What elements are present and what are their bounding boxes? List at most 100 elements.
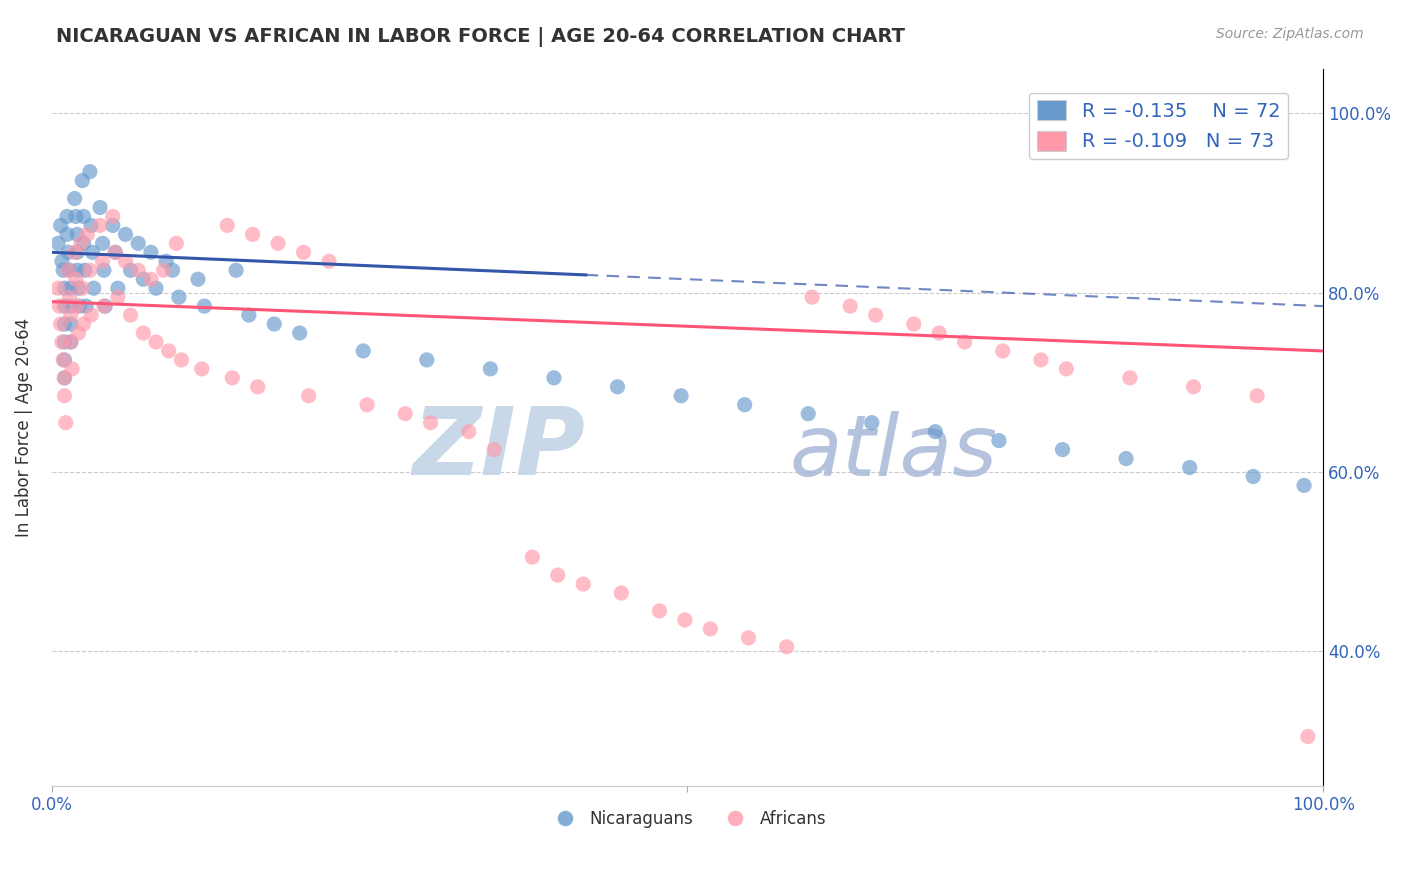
Point	[120, 263, 142, 277]
Point	[1241, 469, 1264, 483]
Point	[547, 568, 569, 582]
Point	[82, 245, 104, 260]
Point	[67, 326, 90, 340]
Point	[58, 290, 80, 304]
Point	[699, 622, 721, 636]
Point	[1182, 380, 1205, 394]
Point	[58, 245, 80, 260]
Point	[167, 290, 190, 304]
Point	[69, 299, 91, 313]
Point	[238, 308, 260, 322]
Point	[187, 272, 209, 286]
Point	[162, 263, 184, 277]
Point	[93, 299, 115, 313]
Point	[93, 263, 115, 277]
Point	[59, 334, 82, 349]
Point	[1115, 451, 1137, 466]
Point	[352, 343, 374, 358]
Point	[65, 210, 87, 224]
Point	[139, 245, 162, 260]
Point	[55, 416, 77, 430]
Point	[59, 334, 82, 349]
Point	[225, 263, 247, 277]
Point	[543, 371, 565, 385]
Point	[80, 308, 103, 322]
Point	[648, 604, 671, 618]
Point	[58, 263, 80, 277]
Point	[51, 254, 73, 268]
Point	[991, 343, 1014, 358]
Point	[1246, 389, 1268, 403]
Point	[860, 416, 883, 430]
Point	[457, 425, 479, 439]
Text: Source: ZipAtlas.com: Source: ZipAtlas.com	[1216, 27, 1364, 41]
Point	[1296, 730, 1319, 744]
Point	[246, 380, 269, 394]
Point	[107, 290, 129, 304]
Point	[170, 352, 193, 367]
Point	[572, 577, 595, 591]
Point	[46, 236, 69, 251]
Point	[91, 236, 114, 251]
Point	[155, 254, 177, 268]
Point	[101, 210, 124, 224]
Point	[839, 299, 862, 313]
Point	[394, 407, 416, 421]
Point	[53, 281, 76, 295]
Point	[107, 281, 129, 295]
Point	[292, 245, 315, 260]
Point	[70, 236, 93, 251]
Y-axis label: In Labor Force | Age 20-64: In Labor Force | Age 20-64	[15, 318, 32, 537]
Point	[165, 236, 187, 251]
Point	[72, 317, 94, 331]
Point	[114, 254, 136, 268]
Point	[72, 210, 94, 224]
Point	[80, 219, 103, 233]
Point	[221, 371, 243, 385]
Point	[953, 334, 976, 349]
Point	[66, 245, 89, 260]
Point	[75, 299, 97, 313]
Point	[72, 236, 94, 251]
Point	[63, 245, 86, 260]
Point	[193, 299, 215, 313]
Point	[59, 281, 82, 295]
Point	[1178, 460, 1201, 475]
Point	[53, 317, 76, 331]
Point	[59, 317, 82, 331]
Point	[267, 236, 290, 251]
Point	[191, 362, 214, 376]
Point	[72, 173, 94, 187]
Point	[132, 272, 155, 286]
Point	[67, 281, 90, 295]
Point	[145, 281, 167, 295]
Point	[56, 210, 79, 224]
Point	[53, 352, 76, 367]
Text: atlas: atlas	[789, 410, 997, 494]
Point	[56, 227, 79, 242]
Point	[53, 371, 76, 385]
Point	[775, 640, 797, 654]
Point	[797, 407, 820, 421]
Point	[127, 236, 149, 251]
Point	[53, 389, 76, 403]
Point	[66, 299, 89, 313]
Point	[89, 201, 111, 215]
Point	[101, 219, 124, 233]
Point	[242, 227, 264, 242]
Point	[132, 326, 155, 340]
Point	[66, 263, 89, 277]
Point	[669, 389, 692, 403]
Point	[65, 272, 87, 286]
Point	[79, 263, 101, 277]
Point	[59, 299, 82, 313]
Point	[52, 263, 75, 277]
Point	[104, 245, 127, 260]
Point	[297, 389, 319, 403]
Point	[49, 317, 72, 331]
Point	[114, 227, 136, 242]
Point	[76, 227, 98, 242]
Point	[263, 317, 285, 331]
Point	[53, 299, 76, 313]
Point	[46, 281, 69, 295]
